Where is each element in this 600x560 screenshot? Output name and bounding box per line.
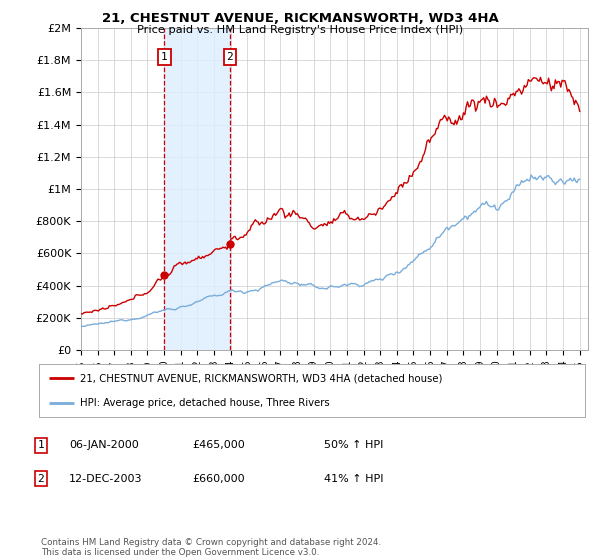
Text: 1: 1 [37, 440, 44, 450]
Text: 2: 2 [226, 52, 233, 62]
Text: HPI: Average price, detached house, Three Rivers: HPI: Average price, detached house, Thre… [80, 398, 330, 408]
Text: 2: 2 [37, 474, 44, 484]
Text: £660,000: £660,000 [192, 474, 245, 484]
Bar [164, 28, 230, 350]
Text: 1: 1 [161, 52, 168, 62]
Text: Price paid vs. HM Land Registry's House Price Index (HPI): Price paid vs. HM Land Registry's House … [137, 25, 463, 35]
Text: 21, CHESTNUT AVENUE, RICKMANSWORTH, WD3 4HA: 21, CHESTNUT AVENUE, RICKMANSWORTH, WD3 … [101, 12, 499, 25]
Text: 50% ↑ HPI: 50% ↑ HPI [324, 440, 383, 450]
Text: Contains HM Land Registry data © Crown copyright and database right 2024.
This d: Contains HM Land Registry data © Crown c… [41, 538, 381, 557]
Text: 06-JAN-2000: 06-JAN-2000 [69, 440, 139, 450]
Text: £465,000: £465,000 [192, 440, 245, 450]
Text: 21, CHESTNUT AVENUE, RICKMANSWORTH, WD3 4HA (detached house): 21, CHESTNUT AVENUE, RICKMANSWORTH, WD3 … [80, 374, 442, 384]
Text: 12-DEC-2003: 12-DEC-2003 [69, 474, 143, 484]
Text: 41% ↑ HPI: 41% ↑ HPI [324, 474, 383, 484]
